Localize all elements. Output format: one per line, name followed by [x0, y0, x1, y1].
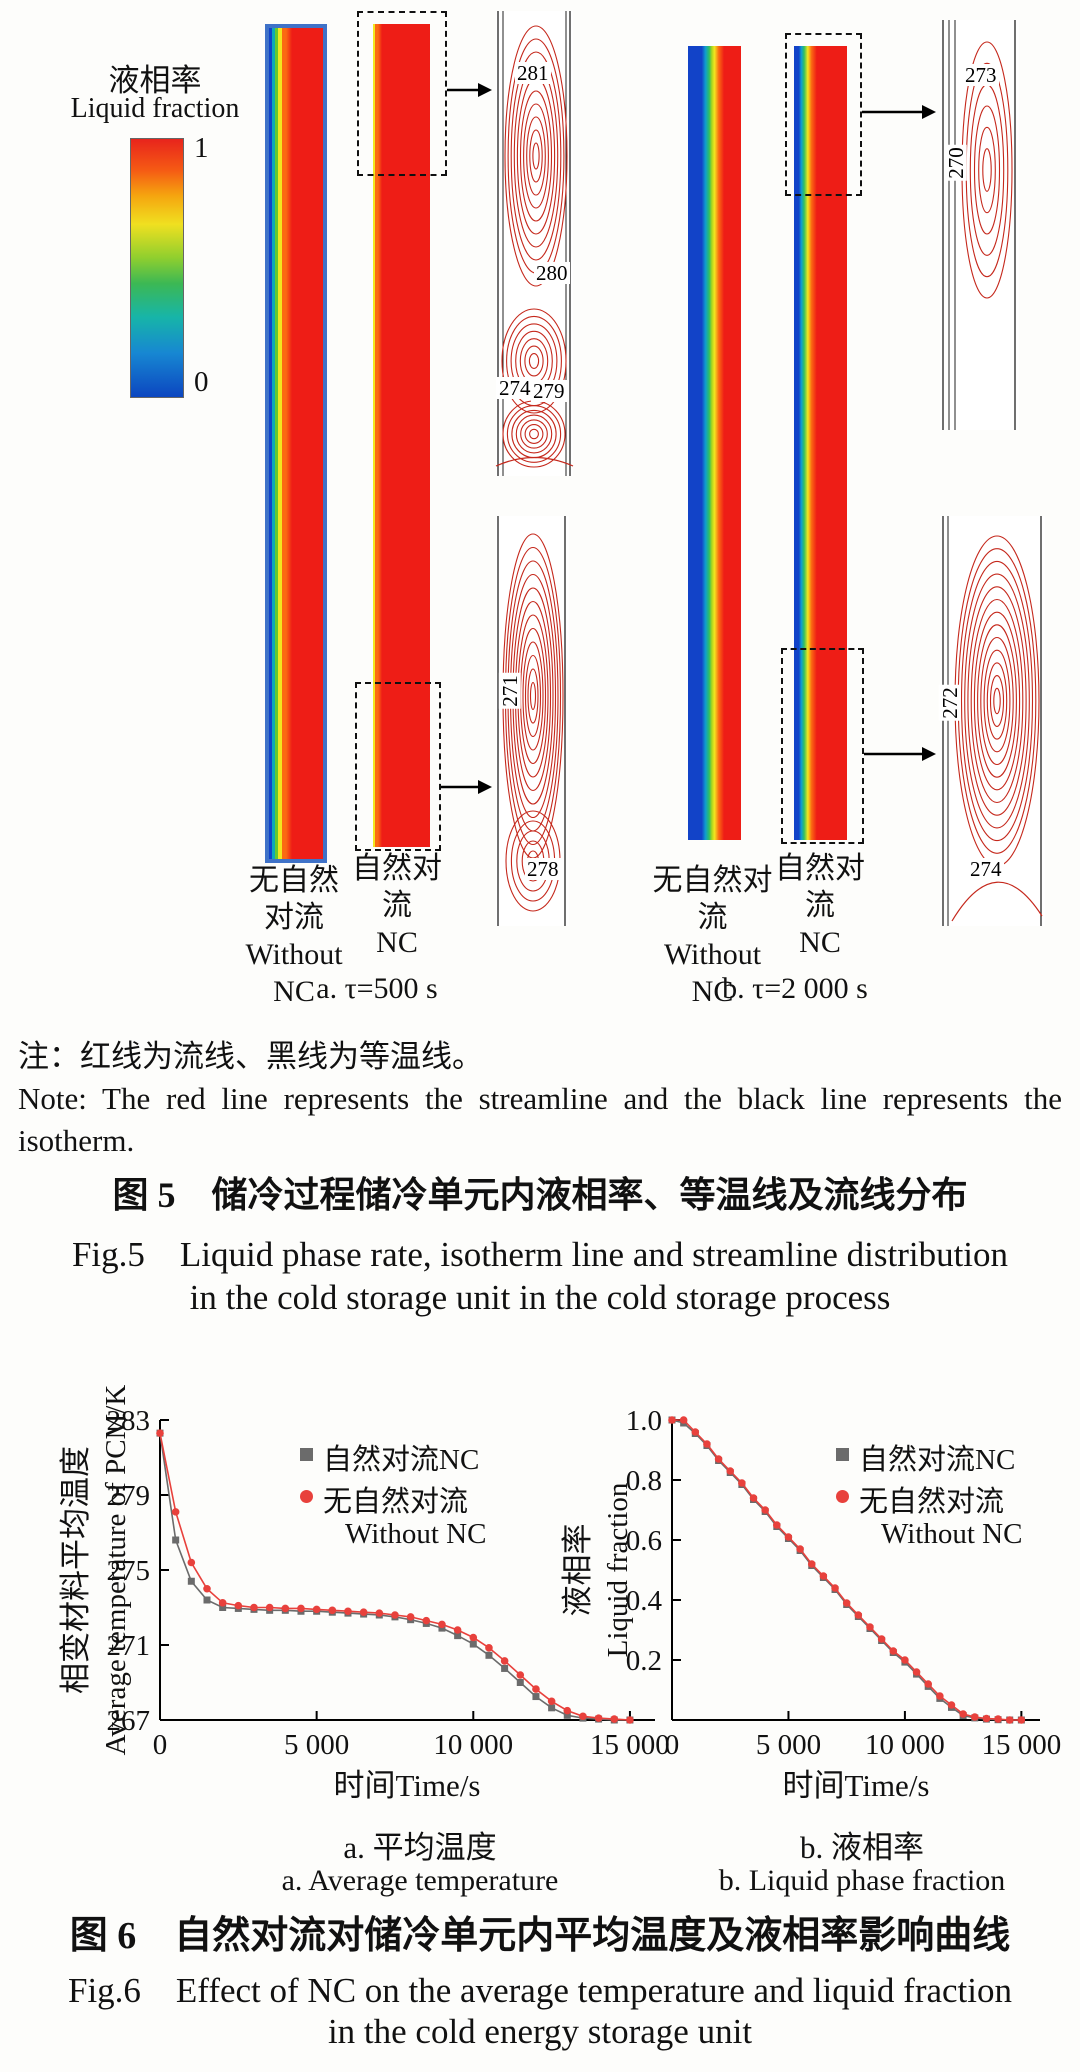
zoom-region-box-b-bottom [781, 648, 864, 844]
fig5-caption-en-1: Fig.5 Liquid phase rate, isotherm line a… [71, 1235, 1009, 1274]
zoom-region-box-a-bottom [355, 682, 441, 851]
label-line: NC [799, 926, 841, 959]
label-line: 对流 [264, 901, 324, 934]
contour-bar-without-nc-b [688, 46, 741, 840]
chart-liquid-fraction: 0.2 0.4 0.6 0.8 1.0 0 5 000 10 000 15 000 [626, 1405, 1061, 1761]
label-line: Without [245, 938, 343, 971]
legend-marker-nc [836, 1448, 849, 1461]
legend-marker-without-nc [300, 1490, 313, 1503]
isotherm-label: 274 [497, 376, 533, 400]
legend-label-without-nc: 无自然对流 [323, 1486, 469, 1518]
fig6-caption-zh: 图 6 自然对流对储冷单元内平均温度及液相率影响曲线 [69, 1915, 1011, 1957]
label-line: 无自然对流 [652, 864, 773, 934]
contour-bar-nc-a [373, 24, 430, 847]
zoom-region-box-b-top [785, 33, 862, 196]
chart-average-temperature: 267 271 275 279 283 0 5 000 10 000 15 000 [107, 1405, 670, 1761]
label-line: 无自然 [249, 864, 339, 897]
label-line: NC [273, 975, 315, 1008]
svg-text:0: 0 [153, 1729, 168, 1761]
svg-text:10 000: 10 000 [433, 1729, 513, 1761]
subcaption-a-en: a. Average temperature [281, 1864, 559, 1897]
subcaption-b-zh: b. 液相率 [800, 1830, 924, 1865]
isotherm-label: 279 [531, 379, 567, 403]
svg-text:15 000: 15 000 [981, 1729, 1061, 1761]
isotherm-label: 272 [937, 685, 962, 721]
svg-text:15 000: 15 000 [590, 1729, 670, 1761]
svg-text:5 000: 5 000 [284, 1729, 349, 1761]
subcaption-a-zh: a. 平均温度 [343, 1830, 497, 1865]
panel-a-caption: a. τ=500 s [316, 972, 438, 1005]
label-nc-b: 自然对流 NC [761, 850, 879, 961]
label-nc-a: 自然对流 NC [338, 850, 456, 961]
streamline-zoom-b-top [940, 20, 1019, 430]
colorbar-min-label: 0 [194, 366, 209, 398]
isotherm-label: 281 [515, 61, 551, 85]
svg-text:1.0: 1.0 [626, 1405, 662, 1437]
chart-a-xlabel: 时间Time/s [333, 1768, 481, 1803]
note-en: Note: The red line represents the stream… [18, 1081, 1062, 1158]
colorbar-max-label: 1 [194, 132, 209, 164]
colorbar-title-en: Liquid fraction [70, 93, 240, 124]
svg-text:0.2: 0.2 [626, 1645, 662, 1677]
svg-text:0.4: 0.4 [626, 1585, 663, 1617]
svg-text:0.6: 0.6 [626, 1525, 662, 1557]
svg-text:279: 279 [107, 1480, 151, 1512]
legend-marker-without-nc [836, 1490, 849, 1503]
fig6-caption-en-1: Fig.6 Effect of NC on the average temper… [67, 1971, 1013, 2010]
legend-label-without-nc-2: Without NC [345, 1518, 487, 1550]
svg-text:275: 275 [107, 1555, 151, 1587]
colorbar-gradient [130, 138, 184, 398]
subcaption-b-en: b. Liquid phase fraction [718, 1864, 1006, 1897]
isotherm-label: 270 [943, 145, 968, 181]
svg-text:0: 0 [665, 1729, 680, 1761]
label-without-nc-a: 无自然 对流 Without NC [242, 862, 346, 1010]
svg-text:0.8: 0.8 [626, 1465, 662, 1497]
svg-text:5 000: 5 000 [756, 1729, 821, 1761]
label-line: 自然对流 [775, 852, 865, 922]
svg-text:283: 283 [107, 1405, 151, 1437]
isotherm-label: 274 [968, 857, 1004, 881]
fig6-caption-en-2: in the cold energy storage unit [327, 2012, 753, 2051]
note-zh: 注：红线为流线、黑线为等温线。 [18, 1039, 483, 1074]
legend-marker-nc [300, 1448, 313, 1461]
legend-label-without-nc: 无自然对流 [859, 1486, 1005, 1518]
colorbar-title-zh: 液相率 [108, 63, 202, 98]
svg-text:267: 267 [107, 1705, 151, 1737]
fig5-caption-zh: 图 5 储冷过程储冷单元内液相率、等温线及流线分布 [112, 1175, 968, 1215]
label-line: 自然对流 [352, 852, 442, 922]
chart-b-xlabel: 时间Time/s [782, 1768, 930, 1803]
isotherm-label: 271 [497, 673, 522, 709]
zoom-region-box-a-top [357, 11, 447, 176]
label-line: NC [691, 975, 734, 1008]
contour-bar-nc-b [794, 46, 847, 840]
isotherm-label: 273 [963, 63, 999, 87]
panel-b-caption: b. τ=2 000 s [722, 972, 868, 1005]
label-line: NC [376, 926, 418, 959]
legend-label-without-nc-2: Without NC [881, 1518, 1023, 1550]
label-without-nc-b: 无自然对流 Without NC [640, 862, 785, 1010]
legend-label-nc: 自然对流NC [859, 1444, 1016, 1476]
svg-text:271: 271 [107, 1630, 151, 1662]
legend-label-nc: 自然对流NC [323, 1444, 480, 1476]
isotherm-label: 278 [525, 857, 561, 881]
fig5-caption-en-2: in the cold storage unit in the cold sto… [189, 1278, 891, 1317]
label-line: Without [663, 938, 762, 971]
isotherm-label: 280 [534, 261, 570, 285]
contour-bar-without-nc-a [265, 24, 327, 863]
svg-text:10 000: 10 000 [865, 1729, 945, 1761]
